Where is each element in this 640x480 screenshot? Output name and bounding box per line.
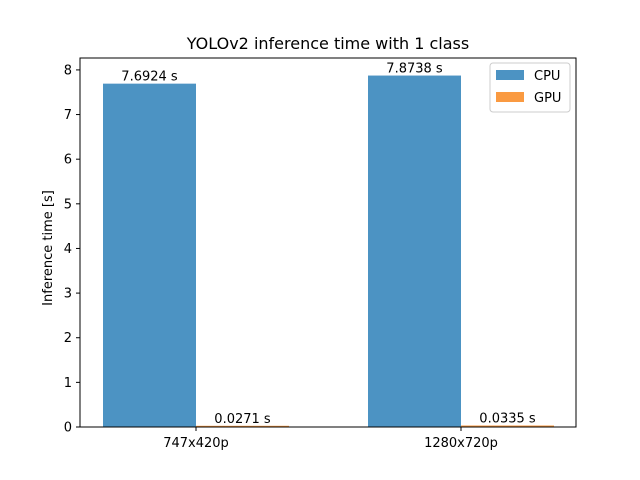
- legend: CPU GPU: [489, 62, 571, 113]
- y-tick-label: 6: [64, 153, 72, 168]
- bars-layer: 7.6924 s 0.0271 s 7.8738 s 0.0335 s: [103, 62, 554, 428]
- x-tick-label: 747x420p: [163, 436, 229, 451]
- bar-cpu-1: [368, 75, 461, 427]
- data-label-cpu-0: 7.6924 s: [121, 70, 178, 85]
- bar-cpu-0: [103, 83, 196, 428]
- data-label-cpu-1: 7.8738 s: [386, 62, 443, 77]
- y-tick-label: 3: [64, 287, 72, 302]
- plot-frame: [79, 57, 577, 428]
- y-tick-label: 1: [64, 376, 72, 391]
- legend-swatch-gpu: [496, 92, 524, 102]
- y-tick-label: 0: [64, 421, 72, 436]
- legend-label-cpu: CPU: [534, 69, 560, 84]
- chart-title: YOLOv2 inference time with 1 class: [186, 34, 469, 53]
- legend-label-gpu: GPU: [534, 91, 561, 106]
- y-tick-label: 7: [64, 108, 72, 123]
- x-tick-label: 1280x720p: [424, 436, 498, 451]
- y-axis-label: Inference time [s]: [41, 190, 56, 306]
- legend-swatch-cpu: [496, 70, 524, 80]
- bar-gpu-0: [196, 425, 289, 427]
- y-tick-label: 5: [64, 197, 72, 212]
- data-label-gpu-0: 0.0271 s: [214, 412, 271, 427]
- bar-gpu-1: [461, 425, 554, 427]
- y-tick-label: 8: [64, 63, 72, 78]
- y-tick-label: 2: [64, 331, 72, 346]
- ticks-layer: 747x420p 1280x720p 0 1 2 3 4 5 6 7 8: [64, 63, 498, 451]
- y-tick-label: 4: [64, 242, 72, 257]
- data-label-gpu-1: 0.0335 s: [479, 412, 536, 427]
